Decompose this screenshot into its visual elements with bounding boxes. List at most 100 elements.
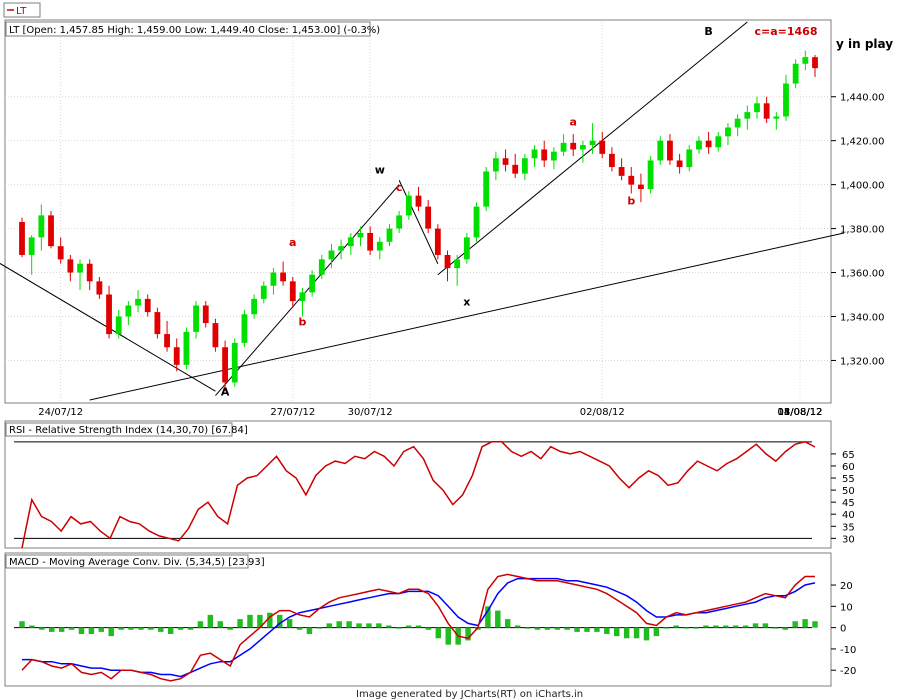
candle-body	[318, 259, 325, 275]
price-tick-label: 1,320.00	[840, 356, 885, 367]
candle-body	[483, 171, 490, 207]
candle-body	[357, 232, 364, 238]
price-tick-label: 1,440.00	[840, 93, 885, 104]
macd-pane	[4, 552, 832, 687]
rsi-tick-label: 50	[842, 486, 855, 497]
candle-body	[502, 158, 509, 165]
wave-label: a	[289, 236, 296, 249]
rsi-line	[21, 441, 816, 549]
macd-histogram-bar	[316, 627, 323, 629]
macd-histogram-bar	[19, 621, 25, 628]
macd-histogram-bar	[395, 627, 402, 629]
macd-histogram-bar	[118, 627, 124, 630]
candle-body	[260, 285, 267, 299]
candle-body	[763, 103, 770, 119]
candle-body	[744, 112, 751, 119]
candle-body	[686, 149, 693, 168]
macd-histogram-bar	[495, 610, 501, 628]
macd-line	[21, 573, 815, 682]
candle-body	[183, 331, 190, 365]
candle-body	[367, 232, 374, 251]
macd-histogram-bar	[663, 627, 670, 629]
candle-body	[251, 298, 257, 315]
macd-histogram-bar	[376, 623, 382, 628]
candle-body	[376, 241, 383, 251]
macd-histogram-bar	[544, 627, 551, 630]
macd-histogram-bar	[237, 619, 243, 628]
candle-body	[96, 281, 103, 295]
macd-histogram-bar	[138, 627, 144, 630]
macd-histogram-bar	[782, 627, 788, 630]
candle-body	[589, 140, 596, 146]
price-tick-label: 1,400.00	[840, 181, 885, 192]
candle-body	[328, 250, 335, 260]
macd-histogram-bar	[356, 623, 362, 628]
x-tick-label: 30/07/12	[348, 407, 393, 418]
candle-body	[492, 158, 499, 172]
macd-histogram-bar	[594, 627, 600, 632]
macd-histogram-bar	[584, 627, 590, 632]
candle-body	[135, 298, 141, 306]
macd-tick-label: -10	[840, 645, 856, 656]
candle-body	[173, 347, 180, 365]
macd-histogram-bar	[653, 627, 660, 637]
candle-body	[338, 246, 345, 251]
macd-histogram-bar	[802, 619, 808, 628]
candle-body	[270, 272, 277, 286]
macd-histogram-bar	[177, 627, 184, 630]
candle-body	[289, 281, 296, 302]
macd-histogram-bar	[405, 625, 412, 628]
candle-body	[106, 294, 112, 335]
price-tick-label: 1,380.00	[840, 225, 885, 236]
rsi-pane	[4, 420, 832, 549]
candle-body	[19, 221, 25, 255]
candle-body	[193, 305, 199, 332]
candle-body	[715, 136, 722, 148]
wave-label: A	[221, 386, 230, 399]
rsi-tick-label: 45	[842, 498, 855, 509]
trendline	[89, 232, 845, 401]
macd-histogram-bar	[167, 627, 174, 635]
candle-body	[628, 175, 635, 185]
price-header: LT [Open: 1,457.85 High: 1,459.00 Low: 1…	[9, 25, 380, 36]
candle-body	[647, 160, 654, 190]
macd-histogram-bar	[445, 627, 451, 645]
macd-histogram-bar	[435, 627, 442, 639]
candle-body	[550, 151, 557, 161]
macd-histogram-bar	[296, 627, 303, 630]
candle-body	[144, 298, 151, 313]
macd-histogram-bar	[88, 627, 95, 635]
macd-histogram-bar	[366, 623, 372, 628]
candle-body	[676, 160, 683, 168]
wave-label: c=a=1468	[754, 25, 817, 38]
macd-histogram-bar	[286, 619, 293, 628]
candle-body	[202, 305, 209, 324]
trendline	[0, 262, 216, 392]
macd-histogram-bar	[633, 627, 640, 639]
macd-histogram-bar	[772, 627, 779, 629]
candle-body	[444, 254, 451, 269]
macd-histogram-bar	[98, 627, 105, 632]
macd-histogram-bar	[732, 625, 739, 628]
macd-histogram-bar	[158, 627, 164, 632]
candle-body	[580, 145, 586, 150]
macd-histogram-bar	[326, 623, 333, 628]
macd-header-box	[5, 554, 249, 569]
macd-histogram-bar	[276, 614, 283, 628]
rsi-header: RSI - Relative Strength Index (14,30,70)…	[9, 425, 248, 436]
macd-histogram-bar	[247, 614, 253, 628]
candle-body	[725, 127, 731, 137]
candle-body	[560, 142, 567, 152]
macd-header: MACD - Moving Average Conv. Div. (5,34,5…	[9, 557, 265, 568]
wave-label: B	[704, 25, 712, 38]
wave-label: b	[627, 194, 635, 207]
candle-body	[734, 118, 741, 128]
macd-histogram-bar	[485, 606, 491, 628]
candle-body	[415, 195, 422, 207]
candle-body	[125, 305, 132, 317]
candle-body	[115, 316, 122, 335]
legend-symbol: LT	[16, 6, 27, 17]
candle-body	[541, 149, 548, 161]
candle-body	[473, 206, 480, 238]
